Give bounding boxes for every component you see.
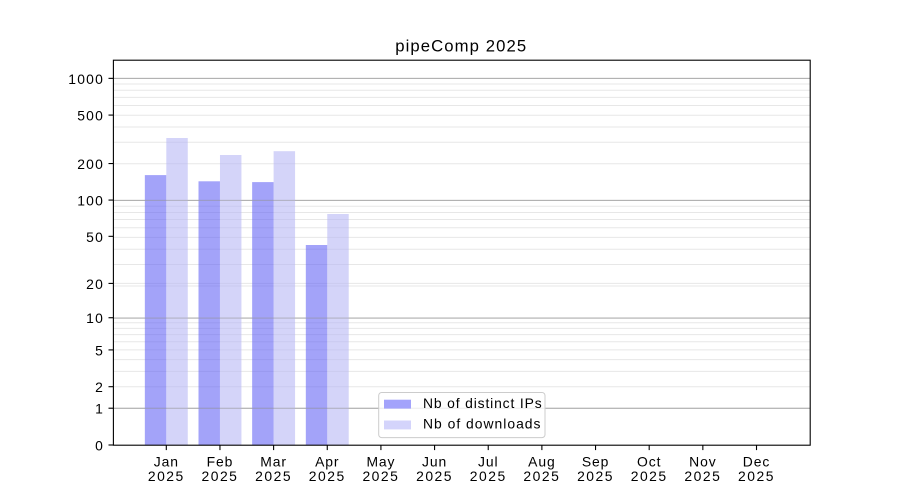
svg-text:2: 2 bbox=[95, 379, 104, 395]
svg-text:Dec: Dec bbox=[743, 453, 770, 469]
svg-text:Oct: Oct bbox=[637, 453, 661, 469]
svg-text:2025: 2025 bbox=[684, 468, 721, 484]
svg-text:2025: 2025 bbox=[470, 468, 507, 484]
svg-text:Nb of distinct IPs: Nb of distinct IPs bbox=[423, 395, 543, 411]
svg-text:200: 200 bbox=[77, 156, 104, 172]
svg-text:2025: 2025 bbox=[255, 468, 292, 484]
svg-text:2025: 2025 bbox=[416, 468, 453, 484]
svg-text:Sep: Sep bbox=[582, 453, 609, 469]
svg-text:2025: 2025 bbox=[738, 468, 775, 484]
svg-text:5: 5 bbox=[95, 342, 104, 358]
svg-text:2025: 2025 bbox=[523, 468, 560, 484]
svg-text:Mar: Mar bbox=[260, 453, 287, 469]
svg-text:0: 0 bbox=[95, 438, 104, 454]
svg-text:2025: 2025 bbox=[202, 468, 239, 484]
svg-text:50: 50 bbox=[86, 229, 104, 245]
svg-text:2025: 2025 bbox=[362, 468, 399, 484]
svg-text:500: 500 bbox=[77, 108, 104, 124]
svg-text:Feb: Feb bbox=[207, 453, 234, 469]
svg-text:2025: 2025 bbox=[309, 468, 346, 484]
svg-text:Jun: Jun bbox=[422, 453, 447, 469]
svg-text:1000: 1000 bbox=[68, 71, 104, 87]
svg-text:2025: 2025 bbox=[148, 468, 185, 484]
svg-text:Apr: Apr bbox=[315, 453, 339, 469]
svg-text:2025: 2025 bbox=[577, 468, 614, 484]
svg-text:Aug: Aug bbox=[528, 453, 555, 469]
svg-text:Nov: Nov bbox=[689, 453, 716, 469]
svg-text:100: 100 bbox=[77, 193, 104, 209]
svg-text:1: 1 bbox=[95, 401, 104, 417]
svg-text:Nb of downloads: Nb of downloads bbox=[423, 416, 541, 432]
svg-text:Jul: Jul bbox=[478, 453, 498, 469]
svg-text:10: 10 bbox=[86, 310, 104, 326]
svg-text:2025: 2025 bbox=[631, 468, 668, 484]
svg-text:20: 20 bbox=[86, 276, 104, 292]
svg-text:Jan: Jan bbox=[154, 453, 179, 469]
svg-text:pipeComp 2025: pipeComp 2025 bbox=[395, 37, 527, 56]
svg-text:May: May bbox=[366, 453, 395, 469]
